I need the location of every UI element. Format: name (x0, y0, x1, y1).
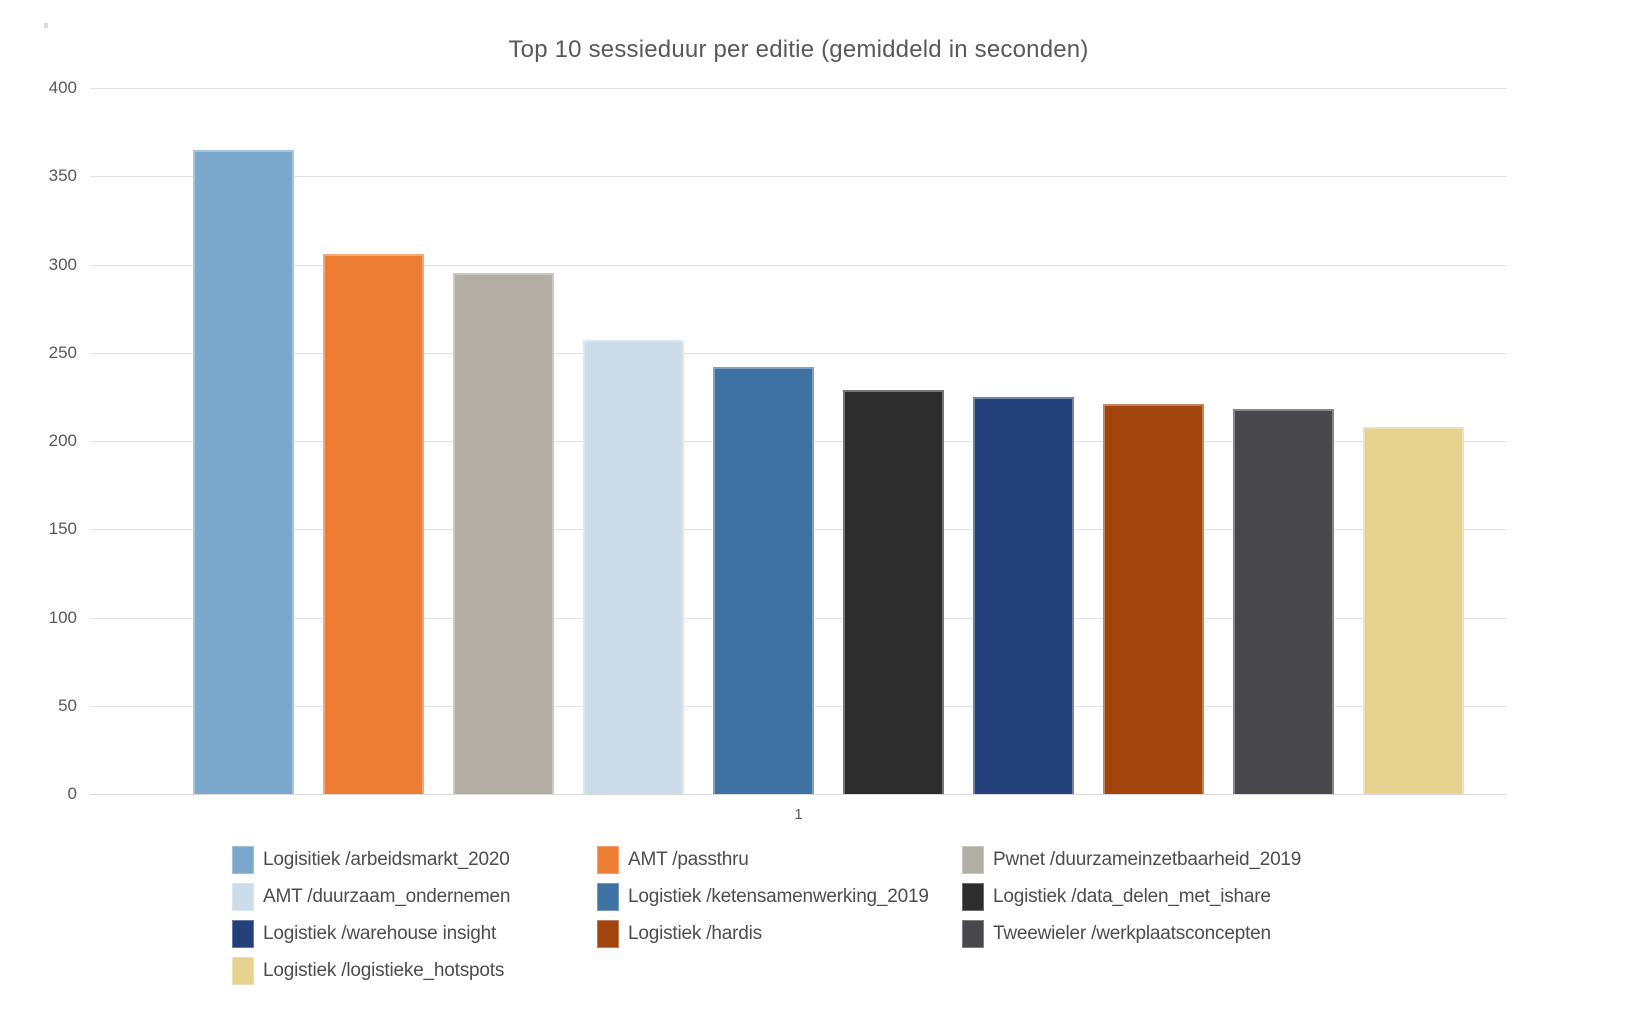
legend-label: Logistiek /ketensamenwerking_2019 (628, 885, 929, 907)
gridline-300 (90, 264, 1507, 266)
y-tick-label-300: 300 (48, 254, 77, 274)
y-tick-label-400: 400 (48, 78, 77, 97)
bar-9 (1233, 409, 1334, 794)
legend-swatch-icon (962, 919, 984, 948)
legend-item-7: Logistiek /warehouse insight (232, 919, 597, 948)
gridline-0 (90, 794, 1507, 795)
legend-swatch-icon (597, 845, 619, 874)
bar-10 (1363, 427, 1464, 794)
bar-4 (583, 340, 684, 794)
y-tick-label-50: 50 (58, 695, 77, 715)
legend-swatch-icon (232, 882, 254, 911)
y-tick-label-100: 100 (48, 607, 77, 627)
legend-swatch-icon (962, 882, 984, 911)
legend-item-2: AMT /passthru (597, 845, 962, 874)
bar-8 (1103, 404, 1204, 794)
bar-6 (843, 390, 944, 794)
legend-item-3: Pwnet /duurzameinzetbaarheid_2019 (962, 845, 1327, 874)
stray-mark (44, 23, 48, 28)
y-tick-label-150: 150 (48, 519, 77, 539)
legend-swatch-icon (232, 956, 254, 985)
legend-swatch-icon (232, 845, 254, 874)
y-tick-label-0: 0 (67, 784, 77, 803)
legend-item-10: Logistiek /logistieke_hotspots (232, 956, 597, 985)
legend-swatch-icon (962, 845, 984, 874)
legend-item-9: Tweewieler /werkplaatsconcepten (962, 919, 1327, 948)
legend-label: Logistiek /logistieke_hotspots (263, 959, 505, 981)
gridline-350 (90, 176, 1507, 178)
legend-swatch-icon (232, 919, 254, 948)
bar-2 (323, 254, 424, 794)
legend-swatch-icon (597, 919, 619, 948)
legend-label: Logistiek /hardis (628, 922, 762, 944)
legend-item-6: Logistiek /data_delen_met_ishare (962, 882, 1327, 911)
legend-swatch-icon (597, 882, 619, 911)
legend-item-8: Logistiek /hardis (597, 919, 962, 948)
legend-item-1: Logisitiek /arbeidsmarkt_2020 (232, 845, 597, 874)
legend-label: Tweewieler /werkplaatsconcepten (993, 922, 1271, 944)
legend-label: Logistiek /warehouse insight (263, 922, 497, 944)
bar-3 (453, 273, 554, 794)
legend-label: Logisitiek /arbeidsmarkt_2020 (263, 848, 510, 870)
legend-label: Logistiek /data_delen_met_ishare (993, 885, 1271, 907)
x-axis-category-label: 1 (794, 806, 803, 823)
bar-1 (193, 150, 294, 794)
gridline-400 (90, 88, 1507, 89)
legend-label: AMT /passthru (628, 848, 749, 870)
chart-title: Top 10 sessieduur per editie (gemiddeld … (508, 36, 1089, 63)
legend-item-5: Logistiek /ketensamenwerking_2019 (597, 882, 962, 911)
gridline-250 (90, 352, 1507, 354)
legend-item-4: AMT /duurzaam_ondernemen (232, 882, 597, 911)
y-tick-label-350: 350 (48, 166, 77, 186)
y-tick-label-200: 200 (48, 431, 77, 450)
legend: Logisitiek /arbeidsmarkt_2020 AMT /passth… (232, 841, 1392, 989)
bar-7 (973, 397, 1074, 794)
legend-label: AMT /duurzaam_ondernemen (263, 885, 511, 907)
bar-5 (713, 367, 814, 794)
legend-label: Pwnet /duurzameinzetbaarheid_2019 (993, 848, 1302, 870)
bar-series (193, 88, 1464, 794)
y-tick-label-250: 250 (48, 342, 77, 362)
